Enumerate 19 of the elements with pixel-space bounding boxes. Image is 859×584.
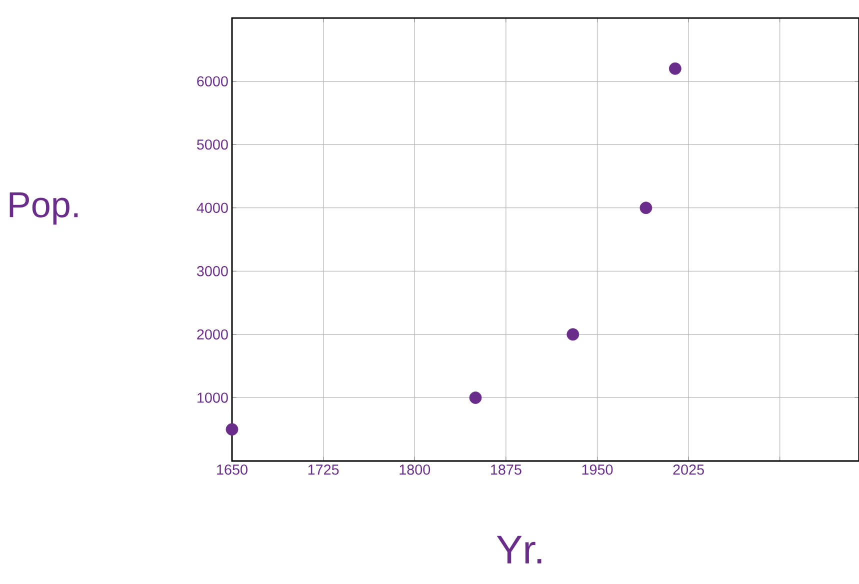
x-tick-label: 1875 <box>491 464 522 475</box>
y-tick-label: 4000 <box>196 202 228 213</box>
y-tick-label: 5000 <box>197 139 228 150</box>
point <box>668 62 682 75</box>
x-tick-label: 1725 <box>308 464 339 475</box>
x-tick-label: 2025 <box>673 464 704 475</box>
point <box>469 392 482 404</box>
x-tick-label: 1800 <box>400 464 430 475</box>
y-tick-label: 6000 <box>197 76 228 86</box>
y-axis-title: Pop. <box>10 192 78 225</box>
point <box>566 328 580 341</box>
point <box>640 202 652 214</box>
y-tick-label: 1000 <box>198 392 228 403</box>
point <box>226 423 238 436</box>
y-tick-label: 2000 <box>197 329 228 340</box>
x-tick-label: 1650 <box>217 464 248 475</box>
x-axis-title: Yr. <box>496 536 542 564</box>
x-tick-label: 1950 <box>582 464 613 475</box>
y-tick-label: 3000 <box>196 266 228 276</box>
